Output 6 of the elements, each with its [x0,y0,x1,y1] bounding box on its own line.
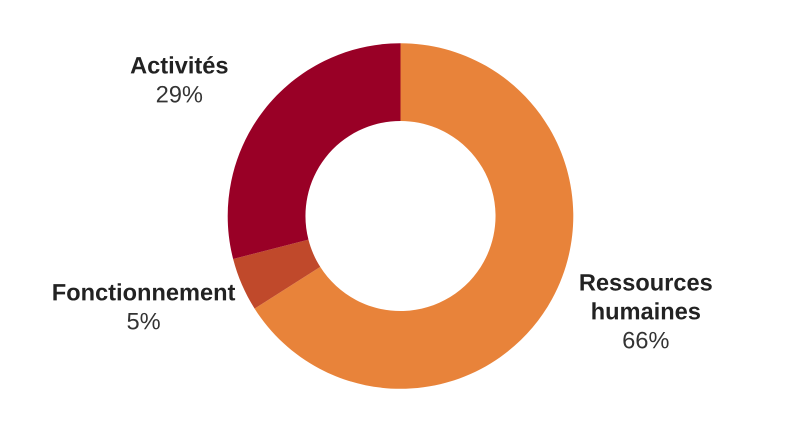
data-label: 29% [156,86,202,103]
slice-label: Activités [130,56,228,74]
data-label: 66% [623,332,669,348]
data-label: 5% [127,312,160,330]
slice-label: Fonctionnement [53,283,236,301]
slice-label: Ressources humaines [580,274,712,320]
